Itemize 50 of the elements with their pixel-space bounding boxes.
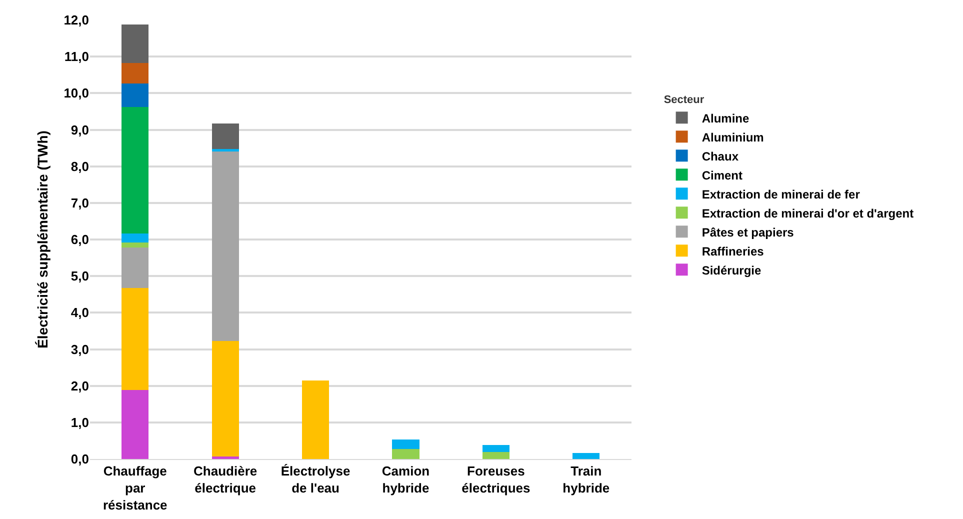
- y-tick-label: 1,0: [70, 414, 89, 430]
- legend-label: Raffineries: [702, 244, 764, 258]
- bar: [212, 341, 239, 456]
- bar: [122, 24, 149, 64]
- bar: [392, 440, 420, 450]
- y-tick-label: 4,0: [70, 305, 89, 320]
- y-tick-label: 5,0: [70, 268, 89, 284]
- bar: [122, 288, 149, 390]
- y-tick-label: 12,0: [64, 12, 89, 28]
- legend-label: Extraction de minerai de fer: [702, 187, 860, 202]
- bar: [122, 63, 149, 84]
- legend-label: Ciment: [702, 168, 742, 182]
- y-tick-label: 3,0: [70, 342, 89, 357]
- legend-label: Extraction de minerai d'or et d'argent: [702, 206, 914, 220]
- bar: [392, 449, 420, 459]
- bar: [212, 149, 239, 152]
- x-tick-label: Foreuses électriques: [462, 464, 530, 496]
- bar: [212, 456, 239, 459]
- x-tick-label: Électrolyse de l'eau: [280, 464, 350, 496]
- x-tick-label: Camion hybride: [382, 464, 430, 496]
- y-tick-label: 9,0: [70, 122, 89, 138]
- bar: [302, 380, 330, 459]
- y-tick-label: 2,0: [70, 378, 89, 394]
- legend-title: Secteur: [664, 94, 705, 106]
- y-tick-label: 0,0: [70, 452, 89, 467]
- bar: [122, 233, 149, 242]
- bar: [212, 124, 239, 150]
- bar: [122, 83, 149, 108]
- y-tick-label: 7,0: [70, 195, 89, 210]
- y-tick-label: 8,0: [70, 158, 89, 174]
- bar: [122, 107, 149, 234]
- x-tick-label: Chauffage par résistance: [102, 464, 168, 512]
- y-tick-label: 10,0: [64, 86, 89, 101]
- bar: [572, 453, 600, 459]
- bar: [482, 452, 510, 459]
- bar: [212, 152, 239, 342]
- y-tick-label: 11,0: [64, 49, 89, 64]
- bar: [122, 390, 149, 459]
- bar: [482, 445, 510, 452]
- bar: [122, 242, 149, 248]
- y-axis-title: Électricité supplémentaire (TWh): [34, 130, 50, 348]
- bar: [122, 248, 149, 288]
- legend-label: Aluminium: [702, 130, 764, 144]
- x-tick-label: Chaudière électrique: [194, 464, 258, 496]
- legend-label: Sidérurgie: [702, 263, 762, 278]
- legend-label: Chaux: [702, 149, 739, 164]
- legend-label: Alumine: [702, 111, 750, 126]
- y-tick-label: 6,0: [70, 232, 89, 248]
- legend-label: Pâtes et papiers: [702, 225, 794, 240]
- x-tick-label: Train hybride: [562, 464, 610, 496]
